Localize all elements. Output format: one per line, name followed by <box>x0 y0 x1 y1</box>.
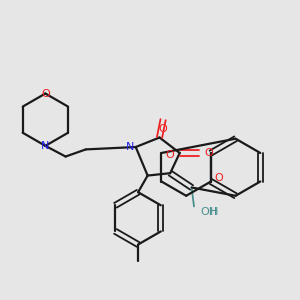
Text: O: O <box>159 124 167 134</box>
Text: O: O <box>41 88 50 98</box>
Text: O: O <box>165 150 174 160</box>
Text: O: O <box>204 148 213 158</box>
Text: OH: OH <box>200 207 217 218</box>
Text: N: N <box>41 141 50 151</box>
Text: H: H <box>209 207 218 218</box>
Text: O: O <box>215 173 224 183</box>
Text: N: N <box>126 142 134 152</box>
